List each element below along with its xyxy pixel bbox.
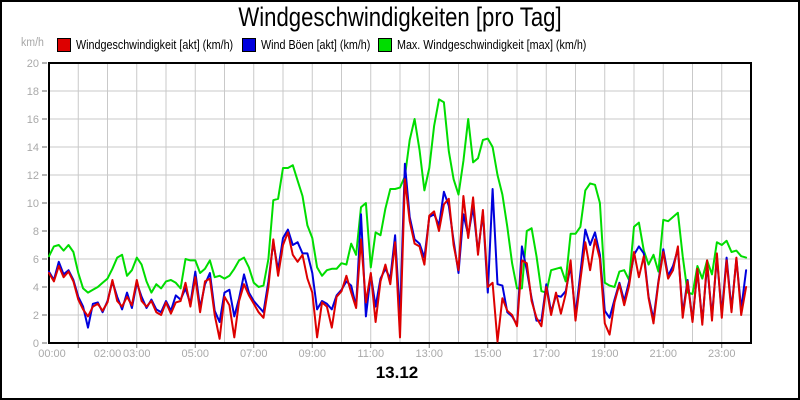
plot-border (48, 62, 752, 344)
y-tick-label: 18 (27, 86, 39, 98)
legend-label-windspeed: Windgeschwindigkeit [akt] (km/h) (76, 37, 234, 52)
windspeed-swatch-icon (57, 37, 71, 52)
legend-item-windspeed: Windgeschwindigkeit [akt] (km/h) (57, 37, 259, 52)
x-tick-label: 23:00 (708, 348, 736, 360)
x-tick-label: 19:00 (591, 348, 619, 360)
x-tick-label: 03:00 (123, 348, 151, 360)
x-tick-label: 21:00 (649, 348, 677, 360)
y-tick-label: 2 (33, 310, 39, 322)
page-title: Windgeschwindigkeiten [pro Tag] (238, 2, 562, 32)
series-line-2 (48, 98, 748, 295)
y-tick-label: 14 (27, 142, 39, 154)
y-tick-label: 12 (27, 170, 39, 182)
x-tick-label: 17:00 (532, 348, 560, 360)
legend-label-gusts: Wind Böen [akt] (km/h) (261, 37, 371, 52)
x-tick-label: 09:00 (298, 348, 326, 360)
gusts-swatch-icon (242, 37, 256, 52)
x-tick-label: 07:00 (240, 348, 268, 360)
legend-label-maxwind: Max. Windgeschwindigkeit [max] (km/h) (397, 37, 587, 52)
y-axis-unit-label: km/h (21, 37, 44, 49)
legend-item-gusts: Wind Böen [akt] (km/h) (242, 37, 388, 52)
legend-item-maxwind: Max. Windgeschwindigkeit [max] (km/h) (378, 37, 617, 52)
y-tick-label: 8 (33, 226, 39, 238)
x-tick-label: 05:00 (181, 348, 209, 360)
y-tick-label: 10 (27, 198, 39, 210)
series-line-0 (48, 178, 748, 343)
x-tick-label: 15:00 (474, 348, 502, 360)
x-tick-label: 02:00 (94, 348, 122, 360)
y-tick-label: 4 (33, 282, 39, 294)
y-tick-label: 16 (27, 114, 39, 126)
y-tick-label: 20 (27, 58, 39, 70)
x-tick-label: 11:00 (357, 348, 384, 360)
y-tick-label: 6 (33, 254, 39, 266)
x-axis-date-label: 13.12 (375, 363, 419, 382)
maxwind-swatch-icon (378, 37, 392, 52)
x-tick-label: 00:00 (38, 348, 66, 360)
y-tick-label: 0 (33, 338, 39, 350)
x-tick-label: 13:00 (415, 348, 443, 360)
